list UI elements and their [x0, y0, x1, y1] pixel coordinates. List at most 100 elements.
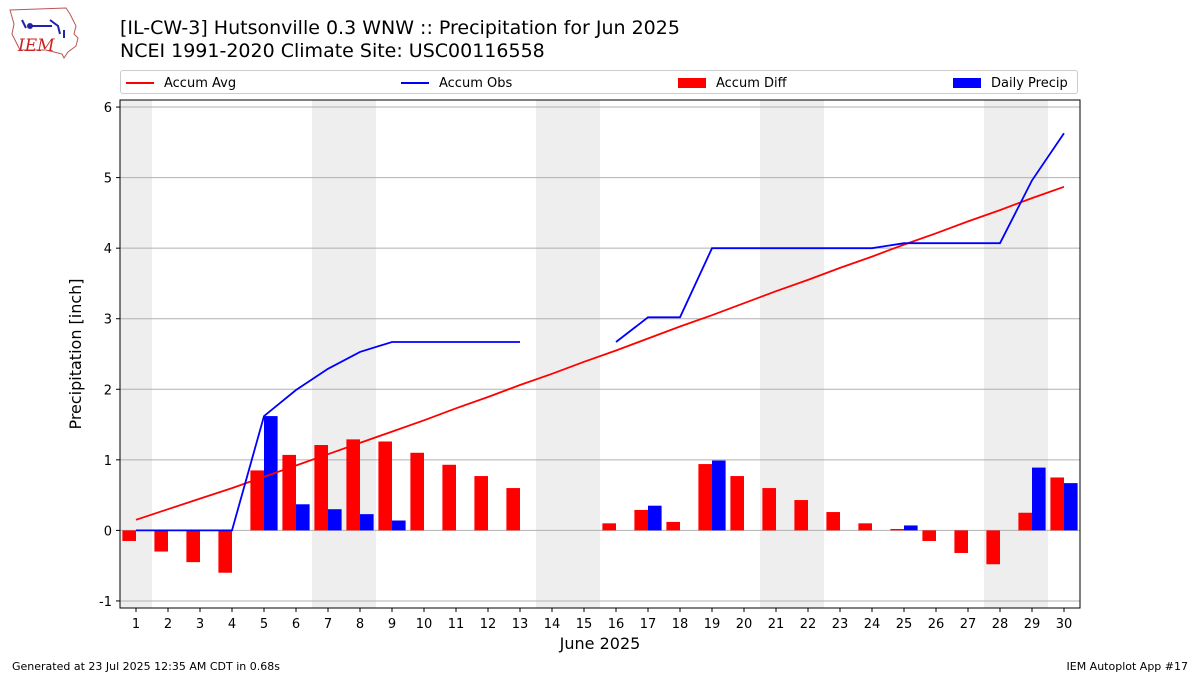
- y-tick-label-6: 6: [104, 101, 112, 116]
- bar-accum-diff-5: [250, 470, 264, 531]
- x-axis-label: June 2025: [559, 634, 641, 653]
- x-tick-label-11: 11: [448, 617, 465, 632]
- bar-accum-diff-24: [858, 523, 872, 531]
- legend-item-accum-diff: Accum Diff: [678, 73, 787, 93]
- bar-accum-diff-23: [826, 512, 840, 531]
- bar-accum-diff-4: [218, 530, 232, 573]
- bar-accum-diff-26: [922, 530, 936, 541]
- x-tick-label-8: 8: [356, 617, 364, 632]
- x-tick-label-9: 9: [388, 617, 396, 632]
- x-tick-label-18: 18: [672, 617, 689, 632]
- weekend-band-21: [760, 100, 792, 608]
- bar-accum-diff-17: [634, 509, 648, 531]
- x-tick-label-19: 19: [704, 617, 721, 632]
- x-tick-label-14: 14: [544, 617, 561, 632]
- x-tick-label-5: 5: [260, 617, 268, 632]
- bar-accum-diff-20: [730, 476, 744, 531]
- bar-daily-precip-6: [296, 504, 310, 531]
- bar-accum-diff-19: [698, 464, 712, 531]
- line-accum-obs-segment-1: [615, 132, 1065, 343]
- app-credit: IEM Autoplot App #17: [1066, 660, 1189, 673]
- x-tick-label-13: 13: [512, 617, 529, 632]
- weekend-band-22: [792, 100, 824, 608]
- x-tick-label-24: 24: [864, 617, 881, 632]
- y-tick-label-2: 2: [104, 383, 112, 398]
- weekend-band-15: [568, 100, 600, 608]
- bar-accum-diff-21: [762, 488, 776, 531]
- bar-accum-diff-22: [794, 500, 808, 531]
- y-tick-label-3: 3: [104, 313, 112, 328]
- legend-item-accum-avg: Accum Avg: [126, 73, 236, 93]
- x-tick-label-10: 10: [416, 617, 433, 632]
- iem-logo: IEM: [6, 4, 82, 64]
- legend-item-accum-obs: Accum Obs: [401, 73, 512, 93]
- x-tick-label-20: 20: [736, 617, 753, 632]
- bar-accum-diff-8: [346, 439, 360, 531]
- chart-subtitle: NCEI 1991-2020 Climate Site: USC00116558: [120, 40, 545, 62]
- bar-daily-precip-7: [328, 509, 342, 531]
- y-tick-label--1: -1: [99, 595, 112, 610]
- weekend-band-14: [536, 100, 568, 608]
- legend-item-daily-precip: Daily Precip: [953, 73, 1068, 93]
- logo-text: IEM: [17, 36, 55, 56]
- legend-swatch-daily-precip: [953, 78, 981, 88]
- y-tick-label-4: 4: [104, 242, 112, 257]
- x-tick-label-29: 29: [1024, 617, 1041, 632]
- x-tick-label-4: 4: [228, 617, 236, 632]
- bar-daily-precip-17: [648, 505, 662, 531]
- bar-accum-diff-12: [474, 476, 488, 531]
- x-tick-label-26: 26: [928, 617, 945, 632]
- weekend-band-8: [344, 100, 376, 608]
- bar-daily-precip-19: [712, 460, 726, 531]
- weekend-band-28: [984, 100, 1016, 608]
- x-tick-label-6: 6: [292, 617, 300, 632]
- bar-accum-diff-3: [186, 530, 200, 563]
- bar-accum-diff-18: [666, 521, 680, 531]
- x-tick-label-17: 17: [640, 617, 657, 632]
- bar-accum-diff-6: [282, 454, 296, 531]
- x-tick-label-27: 27: [960, 617, 977, 632]
- bar-accum-diff-7: [314, 445, 328, 531]
- x-tick-label-2: 2: [164, 617, 172, 632]
- y-axis-label: Precipitation [inch]: [66, 278, 85, 429]
- bar-daily-precip-5: [264, 416, 278, 531]
- x-tick-label-12: 12: [480, 617, 497, 632]
- bar-accum-diff-25: [890, 528, 904, 531]
- legend-swatch-accum-avg: [126, 82, 154, 84]
- bar-accum-diff-27: [954, 530, 968, 553]
- x-tick-label-28: 28: [992, 617, 1009, 632]
- bar-accum-diff-13: [506, 488, 520, 531]
- legend-label-accum-obs: Accum Obs: [439, 75, 513, 91]
- bar-accum-diff-11: [442, 464, 456, 531]
- bar-daily-precip-30: [1064, 483, 1078, 531]
- bar-accum-diff-1: [122, 530, 136, 541]
- y-tick-label-5: 5: [104, 172, 112, 187]
- x-tick-label-15: 15: [576, 617, 593, 632]
- plot-frame: [119, 99, 1081, 609]
- weekend-band-1: [120, 100, 152, 608]
- bar-accum-diff-28: [986, 530, 1000, 565]
- legend-swatch-accum-diff: [678, 78, 706, 88]
- bar-accum-diff-9: [378, 441, 392, 531]
- legend-label-daily-precip: Daily Precip: [991, 75, 1068, 91]
- x-tick-label-30: 30: [1056, 617, 1073, 632]
- x-tick-label-1: 1: [132, 617, 140, 632]
- y-tick-label-1: 1: [104, 454, 112, 469]
- bar-accum-diff-16: [602, 523, 616, 531]
- x-tick-label-7: 7: [324, 617, 332, 632]
- legend-swatch-accum-obs: [401, 82, 429, 84]
- legend-label-accum-diff: Accum Diff: [716, 75, 787, 91]
- x-tick-label-3: 3: [196, 617, 204, 632]
- y-tick-label-0: 0: [104, 524, 112, 539]
- line-accum-obs-segment-0: [136, 341, 520, 532]
- x-tick-label-25: 25: [896, 617, 913, 632]
- chart-title: [IL-CW-3] Hutsonville 0.3 WNW :: Precipi…: [120, 17, 680, 39]
- legend: Accum Avg Accum Obs Accum Diff Daily Pre…: [120, 70, 1078, 94]
- bar-accum-diff-2: [154, 530, 168, 552]
- x-tick-label-21: 21: [768, 617, 785, 632]
- x-tick-label-16: 16: [608, 617, 625, 632]
- bar-daily-precip-25: [904, 525, 918, 531]
- bar-accum-diff-10: [410, 452, 424, 531]
- generated-timestamp: Generated at 23 Jul 2025 12:35 AM CDT in…: [12, 660, 280, 673]
